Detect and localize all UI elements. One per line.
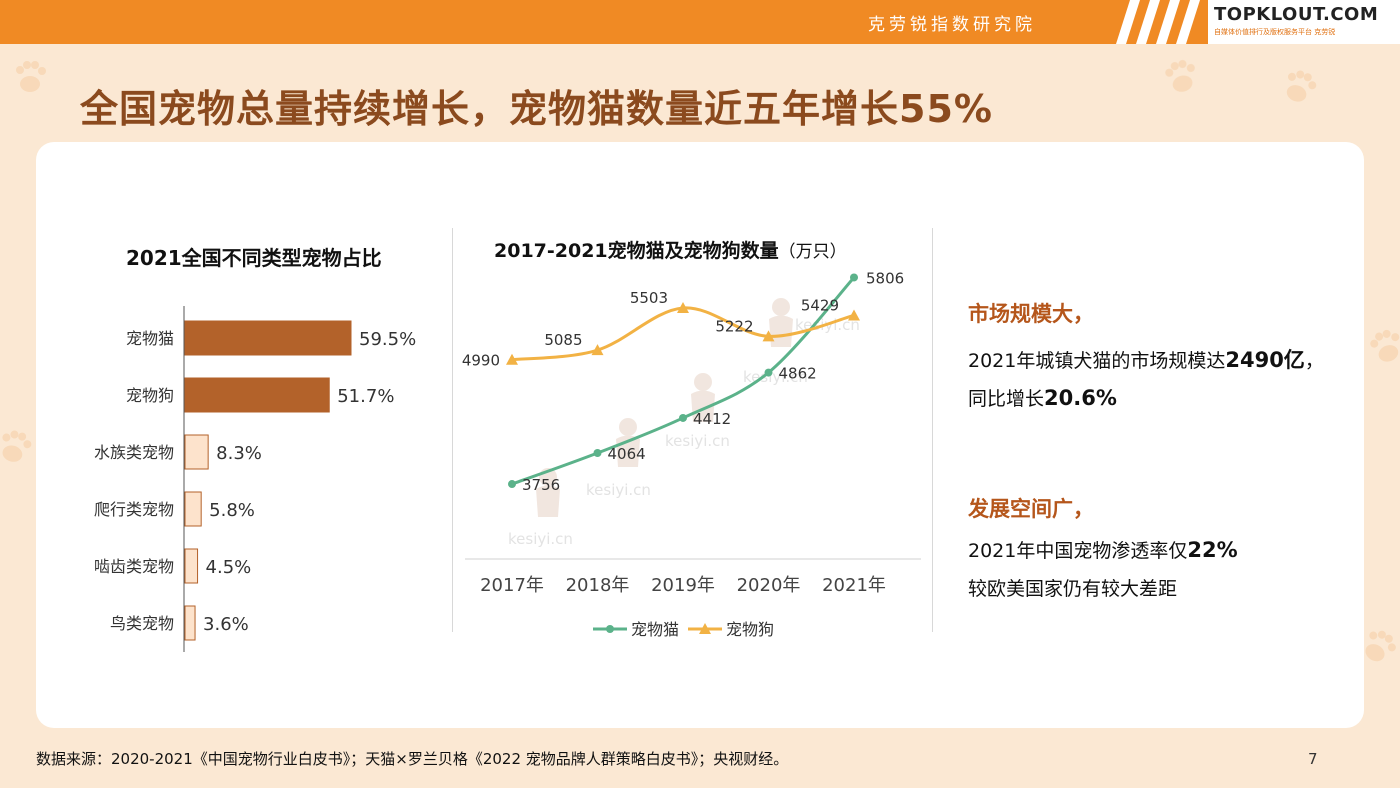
bar-value-label: 59.5%	[359, 329, 416, 350]
data-point-marker	[591, 344, 604, 356]
watermark-text: kesiyi.cn	[508, 530, 573, 548]
bar	[184, 377, 330, 413]
penetration-value: 22%	[1187, 538, 1238, 562]
data-value-label: 5503	[630, 289, 668, 307]
org-name: 克劳锐指数研究院	[868, 15, 1036, 35]
x-tick-label: 2019年	[651, 575, 715, 596]
data-point-marker	[508, 480, 516, 489]
bar-value-label: 51.7%	[337, 386, 394, 407]
bar-category-label: 水族类宠物	[94, 443, 174, 462]
watermark-figure-body	[691, 390, 715, 422]
market-size-line1: 2021年城镇犬猫的市场规模达2490亿，	[968, 344, 1324, 374]
x-tick-label: 2018年	[566, 575, 630, 596]
legend-label: 宠物狗	[726, 620, 774, 639]
watermark-figure-head	[619, 418, 637, 436]
data-point-marker	[593, 449, 602, 458]
logo-text: TOPKLOUT.COM	[1214, 4, 1379, 25]
market-size-line1-text: 2021年城镇犬猫的市场规模达	[968, 350, 1226, 372]
growth-text: 同比增长	[968, 388, 1045, 410]
watermark-figure-body	[769, 315, 793, 347]
penetration-line1: 2021年中国宠物渗透率仅22%	[968, 536, 1238, 563]
market-size-value: 2490亿	[1225, 348, 1305, 372]
bar-category-label: 爬行类宠物	[94, 500, 174, 519]
mid-chart-unit: （万只）	[778, 242, 847, 262]
page-title: 全国宠物总量持续增长，宠物猫数量近五年增长55%	[80, 87, 993, 131]
bar	[184, 434, 209, 470]
left-chart-title: 2021全国不同类型宠物占比	[126, 246, 382, 270]
bar-value-label: 4.5%	[206, 557, 252, 578]
penetration-text: 2021年中国宠物渗透率仅	[968, 540, 1188, 562]
watermark-figure-body	[536, 485, 560, 517]
brand-logo: TOPKLOUT.COM 自媒体价值排行及版权服务平台 克劳锐	[1208, 0, 1400, 44]
bar-value-label: 8.3%	[216, 443, 262, 464]
paw-print-background	[2, 60, 1400, 662]
bar-category-label: 鸟类宠物	[110, 614, 174, 633]
data-value-label: 4862	[779, 365, 817, 383]
data-point-marker	[506, 353, 518, 365]
pet-share-bar-chart: 宠物猫 59.5% 宠物狗 51.7% 水族类宠物 8.3% 爬行类宠物 5.8% 啮齿类宠物 4…	[94, 306, 416, 652]
data-point-marker	[850, 273, 858, 282]
x-tick-label: 2020年	[737, 575, 801, 596]
data-point-marker	[677, 302, 689, 314]
page-number: 7	[1308, 750, 1318, 768]
cat-dog-line-chart: kesiyi.cnkesiyi.cnkesiyi.cnkesiyi.cnkesi…	[462, 269, 921, 639]
bar	[184, 548, 199, 584]
development-title: 发展空间广，	[968, 497, 1094, 521]
bar-value-label: 5.8%	[209, 500, 255, 521]
data-value-label: 5085	[544, 331, 582, 349]
data-source: 数据来源：2020-2021《中国宠物行业白皮书》；天猫×罗兰贝格《2022 宠…	[36, 750, 789, 768]
data-value-label: 5429	[801, 296, 839, 314]
logo-subtext: 自媒体价值排行及版权服务平台 克劳锐	[1214, 28, 1336, 36]
bar-value-label: 3.6%	[203, 614, 249, 635]
market-size-title: 市场规模大，	[968, 302, 1094, 326]
data-value-label: 3756	[522, 476, 560, 494]
bar	[184, 320, 352, 356]
watermark-figure-head	[694, 373, 712, 391]
data-value-label: 5806	[866, 269, 904, 287]
data-point-marker	[848, 309, 860, 321]
data-point-marker	[679, 413, 687, 422]
watermark-text: kesiyi.cn	[586, 481, 651, 499]
market-size-line2: 同比增长20.6%	[968, 384, 1117, 411]
watermark-text: kesiyi.cn	[665, 432, 730, 450]
bar-category-label: 宠物狗	[126, 386, 174, 405]
header-bar: 克劳锐指数研究院 TOPKLOUT.COM 自媒体价值排行及版权服务平台 克劳锐	[0, 0, 1400, 44]
header-stripes-decoration	[1116, 0, 1200, 44]
data-value-label: 4064	[608, 445, 646, 463]
watermark-figure	[691, 373, 715, 422]
bar	[184, 491, 202, 527]
watermark-figure	[769, 298, 793, 347]
data-point-marker	[762, 330, 775, 342]
bar-category-label: 宠物猫	[126, 329, 174, 348]
data-point-marker	[764, 368, 773, 377]
data-value-label: 5222	[715, 317, 753, 335]
growth-value: 20.6%	[1044, 386, 1117, 410]
market-size-line1-suffix: ，	[1304, 350, 1324, 372]
legend-marker	[699, 623, 711, 634]
legend-marker	[606, 625, 614, 633]
mid-chart-title-text: 2017-2021宠物猫及宠物狗数量	[494, 240, 779, 262]
data-value-label: 4990	[462, 352, 500, 370]
bar	[184, 605, 196, 641]
x-tick-label: 2021年	[822, 575, 886, 596]
divider-left	[452, 228, 453, 632]
watermark-figure-head	[772, 298, 790, 316]
x-tick-label: 2017年	[480, 575, 544, 596]
divider-right	[932, 228, 933, 632]
penetration-line2: 较欧美国家仍有较大差距	[968, 578, 1178, 600]
data-value-label: 4412	[693, 410, 731, 428]
mid-chart-title: 2017-2021宠物猫及宠物狗数量（万只）	[494, 236, 847, 263]
legend-label: 宠物猫	[631, 620, 679, 639]
bar-category-label: 啮齿类宠物	[94, 557, 174, 576]
